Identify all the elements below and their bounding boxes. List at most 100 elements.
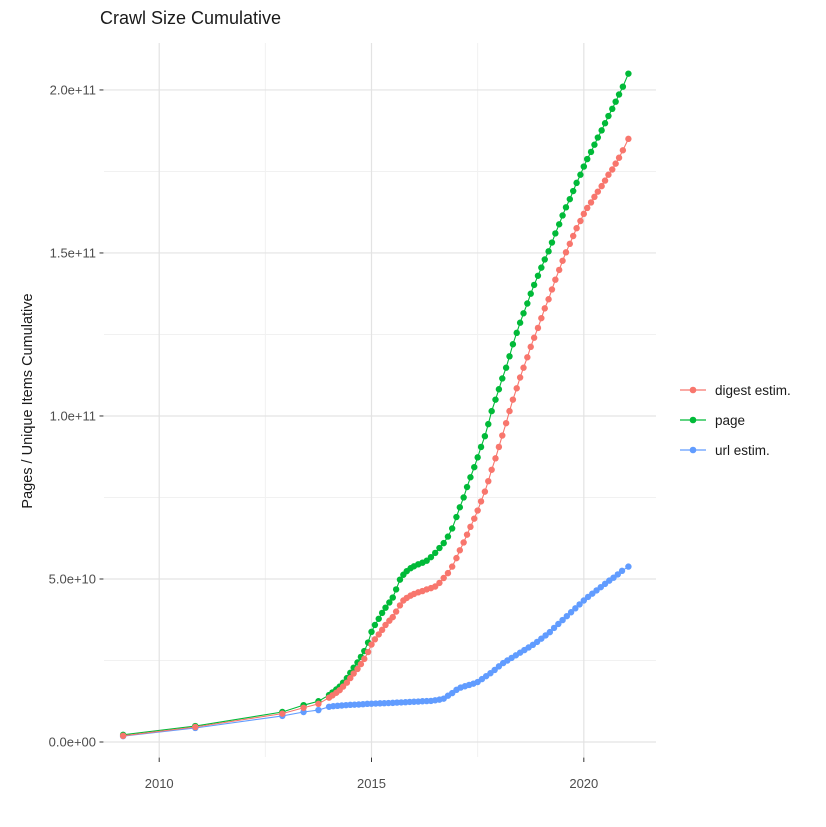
data-point-digest-estim- [601,177,609,184]
data-point-digest-estim- [192,723,199,731]
data-point-digest-estim- [598,182,605,190]
x-tick-label: 2010 [145,776,174,791]
data-point-page [506,353,513,360]
data-point-url-estim- [550,624,558,632]
data-point-digest-estim- [577,217,584,225]
data-point-digest-estim- [361,655,368,663]
data-point-page [580,163,588,170]
data-point-page [541,256,548,263]
data-point-page [598,127,605,134]
data-point-digest-estim- [432,583,439,590]
data-point-page [499,375,506,382]
data-point-url-estim- [618,567,626,575]
data-point-digest-estim- [548,286,556,293]
data-point-page [619,83,627,90]
data-point-digest-estim- [625,135,632,143]
data-point-digest-estim- [485,477,492,485]
data-point-page [488,407,495,415]
data-point-page [389,594,396,601]
data-point-digest-estim- [382,621,389,629]
data-point-digest-estim- [481,488,489,495]
data-point-page [492,396,499,403]
data-point-digest-estim- [619,147,627,154]
data-point-digest-estim- [364,648,372,656]
series-line-url-estim- [123,566,629,737]
data-point-page [477,443,485,451]
data-point-page [474,454,481,461]
data-point-digest-estim- [513,385,520,392]
data-point-digest-estim- [591,193,598,201]
data-point-digest-estim- [448,563,456,570]
data-point-digest-estim- [396,602,404,609]
data-point-url-estim- [563,612,571,620]
data-point-page [594,134,602,141]
data-point-digest-estim- [580,210,588,218]
data-point-page [371,621,379,629]
x-tick-label: 2020 [569,776,598,791]
data-point-digest-estim- [609,166,616,173]
series-line-digest-estim- [123,138,629,737]
data-point-digest-estim- [570,232,577,240]
data-point-digest-estim- [343,679,351,686]
data-point-page [577,171,584,178]
legend-item-url-estim-: url estim. [678,442,791,458]
data-point-digest-estim- [488,466,495,473]
data-point-digest-estim- [357,660,365,668]
data-point-url-estim- [559,616,566,624]
data-point-page [548,239,556,246]
data-point-digest-estim- [534,324,542,332]
data-point-page [609,105,616,113]
data-point-url-estim- [572,605,579,612]
data-point-page [368,628,375,636]
data-point-page [520,310,527,317]
data-point-page [495,386,503,393]
data-point-digest-estim- [300,704,307,711]
data-point-digest-estim- [467,523,474,531]
data-point-page [591,141,598,148]
data-point-page [453,513,460,521]
data-point-digest-estim- [527,343,534,351]
data-point-digest-estim- [530,334,538,341]
legend: digest estim. page url estim. [678,383,791,458]
data-point-digest-estim- [375,631,382,638]
series-line-page [123,73,629,736]
data-point-page [382,604,389,611]
data-point-page [625,70,632,77]
data-point-page [463,483,471,491]
data-point-digest-estim- [354,665,361,673]
data-point-url-estim- [546,628,554,636]
data-point-digest-estim- [492,455,499,462]
data-point-digest-estim- [444,569,452,577]
data-point-digest-estim- [559,257,566,264]
legend-key-icon [680,386,706,394]
data-point-page [534,272,542,279]
data-point-digest-estim- [499,432,506,439]
data-point-digest-estim- [368,641,375,648]
x-tick-label: 2015 [357,776,386,791]
data-point-page [513,329,520,337]
data-point-digest-estim- [587,199,595,206]
data-point-digest-estim- [471,515,478,522]
data-point-digest-estim- [555,266,563,274]
data-point-url-estim- [580,597,588,604]
data-point-digest-estim- [594,188,602,195]
data-point-page [471,463,478,471]
y-tick-label: 5.0e+10 [49,571,96,586]
data-point-page [570,187,577,195]
data-point-page [375,615,382,622]
data-point-digest-estim- [350,670,357,677]
data-point-digest-estim- [552,276,559,283]
data-point-page [612,98,619,105]
data-point-digest-estim- [562,249,570,256]
data-point-digest-estim- [516,374,524,381]
data-point-digest-estim- [315,700,322,708]
data-point-digest-estim- [474,507,481,514]
data-point-page [559,212,566,219]
data-point-digest-estim- [440,574,447,582]
data-point-page [427,553,435,561]
data-point-page [584,155,591,163]
data-point-url-estim- [315,706,322,714]
legend-label: url estim. [715,442,770,458]
data-point-digest-estim- [615,154,623,161]
